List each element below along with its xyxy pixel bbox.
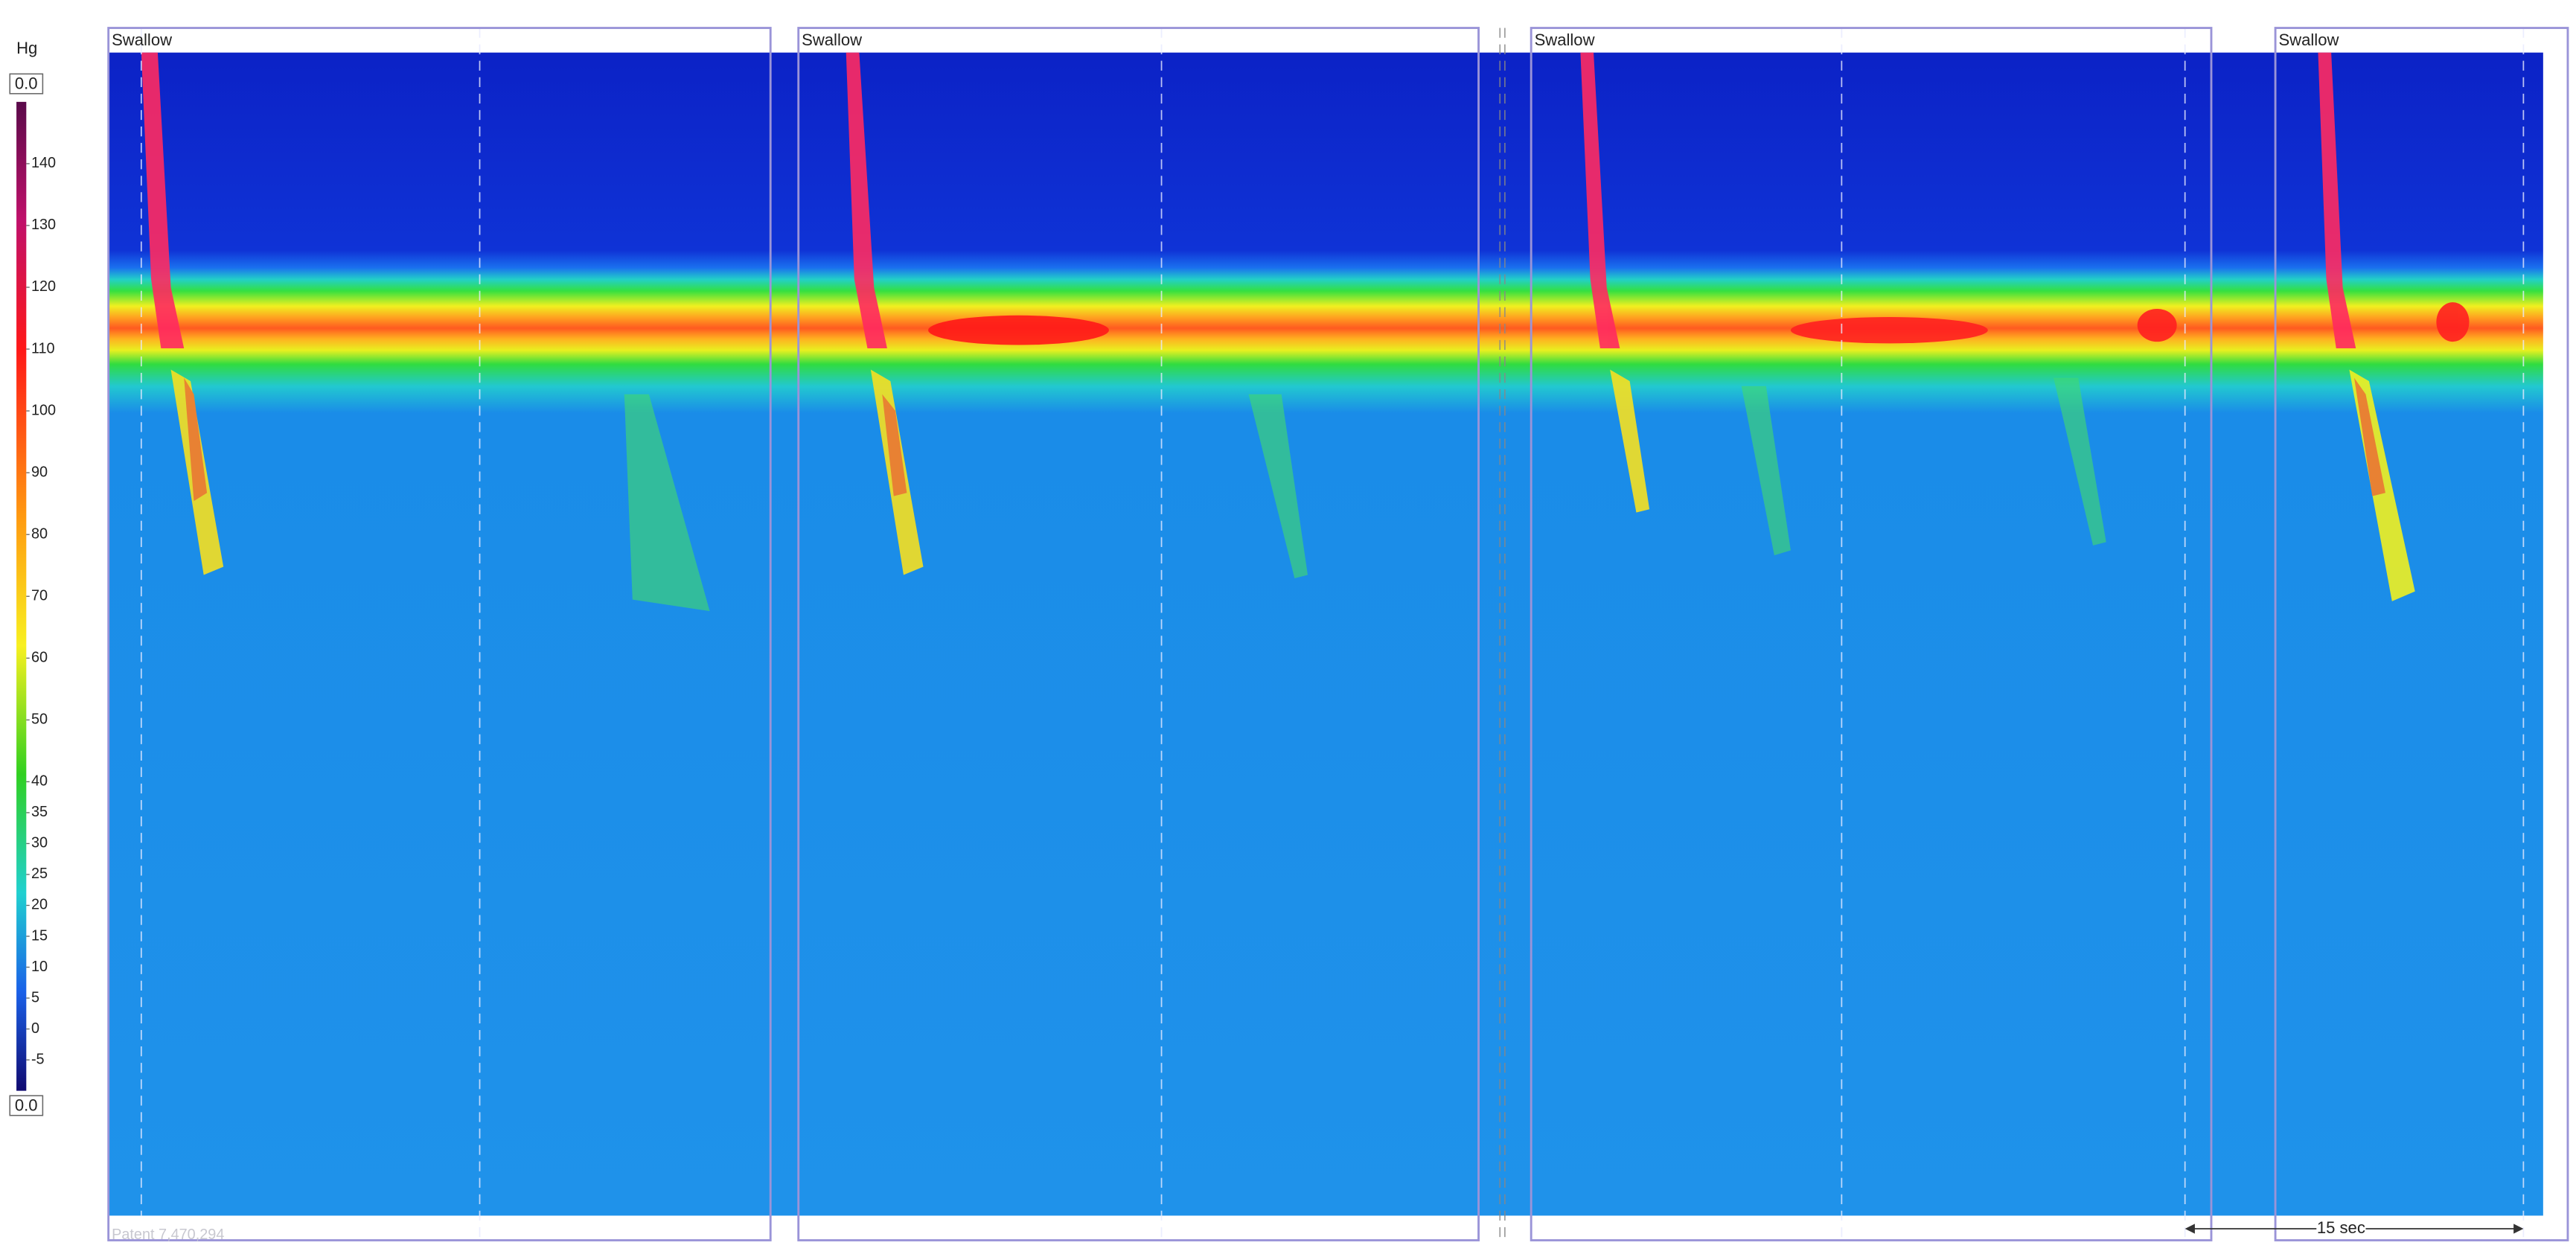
colorbar-tick-label: 25 (31, 866, 48, 882)
swallow-label: Swallow (1535, 31, 1595, 49)
colorbar-tick-label: -5 (31, 1051, 45, 1067)
min-label: 0.0 (15, 1096, 38, 1114)
min-box[interactable] (9, 1095, 44, 1116)
colorbar-tick-label: 90 (31, 464, 48, 480)
colorbar-tick-label: 10 (31, 959, 48, 975)
colorbar-tick-label: 40 (31, 773, 48, 790)
max-label: 0.0 (15, 74, 38, 93)
colorbar-tick-label: 80 (31, 525, 48, 542)
colorbar (16, 101, 27, 1091)
colorbar-tick-label: 120 (31, 278, 56, 295)
colorbar-tick-label: 50 (31, 711, 48, 728)
colorbar-tick-label: 5 (31, 989, 39, 1005)
unit-label: Hg (16, 39, 37, 57)
colorbar-tick-label: 130 (31, 217, 56, 233)
time-scale (2185, 1224, 2524, 1234)
colorbar-tick-label: 140 (31, 155, 56, 171)
swallow-label: Swallow (2278, 31, 2339, 49)
colorbar-tick-label: 20 (31, 897, 48, 913)
colorbar-tick-label: 0 (31, 1020, 39, 1037)
swallow-boxes (107, 27, 2569, 1241)
pressure-map (108, 52, 2543, 1216)
colorbar-tick-label: 70 (31, 588, 48, 604)
max-box[interactable] (9, 73, 44, 95)
swallow-label: Swallow (802, 31, 862, 49)
colorbar-tick-label: 30 (31, 835, 48, 851)
watermark: Patent 7,470,294 (112, 1227, 224, 1243)
swallow-label: Swallow (112, 31, 172, 49)
colorbar-tick-label: 100 (31, 402, 56, 418)
plumes (141, 52, 2470, 612)
colorbar-tick-label: 15 (31, 927, 48, 944)
time-scale-label: 15 sec (2317, 1218, 2365, 1237)
colorbar-tick-label: 60 (31, 650, 48, 666)
dashed-markers (140, 28, 2525, 1241)
colorbar-tick-label: 35 (31, 804, 48, 820)
colorbar-tick-label: 110 (31, 340, 55, 356)
